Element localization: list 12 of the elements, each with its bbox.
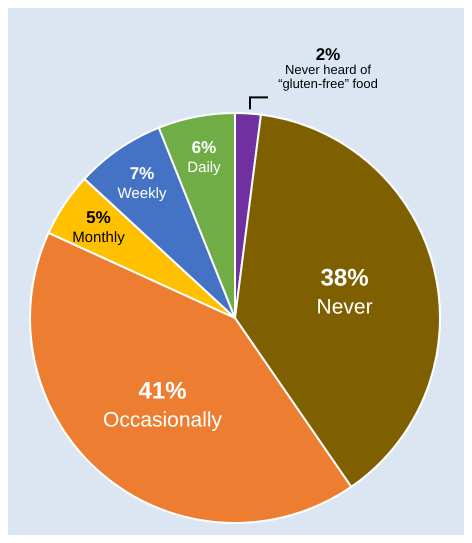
slice-label: Never — [316, 295, 373, 318]
data-label: 7% — [130, 164, 154, 183]
data-label: 6% — [192, 138, 216, 157]
data-label: 5% — [86, 208, 111, 228]
slice-label: Daily — [187, 158, 222, 176]
data-label: 2% — [314, 45, 342, 64]
data-label: 41% — [138, 377, 187, 404]
data-label: 38% — [320, 264, 369, 292]
slice-label: Never heard of “gluten-free” food — [277, 62, 379, 92]
slice-label: Monthly — [72, 229, 126, 246]
slice-label: Weekly — [118, 184, 167, 202]
slice-label: Occasionally — [102, 408, 223, 432]
